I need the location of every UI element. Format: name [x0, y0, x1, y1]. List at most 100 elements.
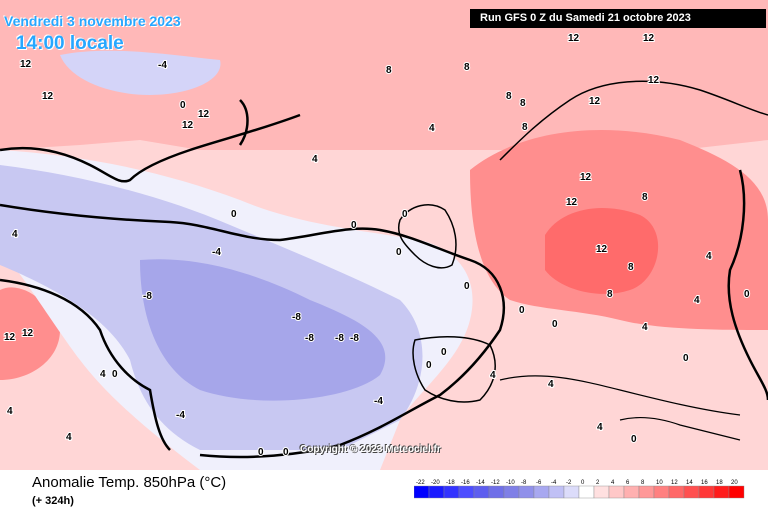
contour-label: -8: [335, 333, 344, 344]
contour-label: 12: [566, 197, 578, 208]
contour-label: -4: [158, 60, 167, 71]
contour-label: 8: [642, 192, 648, 203]
legend-value-label: 14: [686, 480, 693, 486]
contour-label: 8: [607, 289, 613, 300]
legend-value-label: 12: [671, 480, 678, 486]
legend-value-label: 16: [701, 480, 708, 486]
cold-anomaly-greenland: [60, 50, 221, 95]
contour-label: 0: [426, 360, 432, 371]
contour-label: 4: [706, 251, 712, 262]
contour-label: 0: [631, 434, 637, 445]
legend-swatch: [518, 485, 535, 499]
contour-label: 8: [522, 122, 528, 133]
contour-label: -8: [350, 333, 359, 344]
legend-value-label: -10: [506, 480, 515, 486]
contour-label: 4: [548, 379, 554, 390]
contour-label: 4: [12, 229, 18, 240]
contour-label: 0: [519, 305, 525, 316]
coastline-north-africa: [619, 416, 741, 441]
legend-swatch: [668, 485, 685, 499]
legend-swatch: [653, 485, 670, 499]
valid-time: 14:00 locale: [16, 33, 124, 54]
contour-label: 8: [628, 262, 634, 273]
contour-label: 12: [596, 244, 608, 255]
contour-label: 12: [4, 332, 16, 343]
contour-label: 0: [552, 319, 558, 330]
legend-value-label: -14: [476, 480, 485, 486]
legend-swatch: [548, 485, 565, 499]
contour-label: 0: [112, 369, 118, 380]
contour-label: 4: [642, 322, 648, 333]
legend-value-label: -6: [536, 480, 542, 486]
legend-swatch: [608, 485, 625, 499]
legend-swatch: [638, 485, 655, 499]
legend-value-label: 20: [731, 480, 738, 486]
valid-date: Vendredi 3 novembre 2023: [4, 13, 181, 29]
contour-label: 4: [429, 123, 435, 134]
coastline-main-front: [0, 203, 505, 459]
legend-value-label: -22: [416, 480, 425, 486]
legend-swatch: [458, 485, 475, 499]
legend-value-label: -4: [551, 480, 557, 486]
legend-swatch: [593, 485, 610, 499]
coastline-west-front: [0, 278, 171, 451]
coastline-greenland: [0, 99, 301, 183]
legend-value-label: -8: [521, 480, 527, 486]
contour-label: 8: [464, 62, 470, 73]
legend-value-label: 2: [596, 480, 600, 486]
legend-swatch: [473, 485, 490, 499]
legend-swatch: [728, 485, 745, 499]
contour-label: 12: [568, 33, 580, 44]
contour-label: 8: [520, 98, 526, 109]
legend-swatch: [533, 485, 550, 499]
legend-swatch: [578, 485, 595, 499]
contour-label: 12: [648, 75, 660, 86]
coastline-iberia: [412, 335, 496, 403]
contour-label: 0: [396, 247, 402, 258]
contour-label: 8: [386, 65, 392, 76]
contour-label: 12: [42, 91, 54, 102]
legend-swatch: [428, 485, 445, 499]
legend-value-label: 8: [641, 480, 645, 486]
product-title: Anomalie Temp. 850hPa (°C): [32, 474, 227, 491]
contour-label: 0: [402, 209, 408, 220]
legend-value-label: -18: [446, 480, 455, 486]
legend-swatch: [488, 485, 505, 499]
contour-label: 4: [490, 370, 496, 381]
run-info: Run GFS 0 Z du Samedi 21 octobre 2023: [470, 9, 766, 28]
contour-label: -4: [176, 410, 185, 421]
contour-label: 0: [441, 347, 447, 358]
legend-value-label: 0: [581, 480, 585, 486]
legend-swatch: [563, 485, 580, 499]
contour-label: 8: [506, 91, 512, 102]
warm-anomaly-west: [0, 287, 60, 380]
contour-label: 0: [231, 209, 237, 220]
contour-label: 12: [182, 120, 194, 131]
copyright-watermark: Copyright © 2023 Meteociel.fr: [300, 444, 441, 455]
legend-value-label: 6: [626, 480, 630, 486]
forecast-hour: (+ 324h): [32, 495, 74, 507]
contour-label: -4: [212, 247, 221, 258]
legend-swatch: [414, 485, 430, 499]
coastline-east: [727, 169, 768, 401]
contour-label: 4: [66, 432, 72, 443]
legend-swatch: [503, 485, 520, 499]
footer: Anomalie Temp. 850hPa (°C) (+ 324h) -22-…: [0, 470, 768, 512]
contour-label: 12: [589, 96, 601, 107]
contour-label: 4: [694, 295, 700, 306]
contour-label: 0: [464, 281, 470, 292]
coastline-scandinavia: [499, 80, 768, 161]
legend-value-label: -20: [431, 480, 440, 486]
legend-swatch: [713, 485, 730, 499]
warm-anomaly-core: [545, 207, 659, 294]
contour-label: 12: [198, 109, 210, 120]
contour-label: 4: [7, 406, 13, 417]
contour-label: 0: [683, 353, 689, 364]
legend-value-label: -12: [491, 480, 500, 486]
contour-label: 0: [351, 220, 357, 231]
contour-label: 12: [643, 33, 655, 44]
contour-label: 0: [744, 289, 750, 300]
legend-value-label: 10: [656, 480, 663, 486]
contour-label: -8: [292, 312, 301, 323]
